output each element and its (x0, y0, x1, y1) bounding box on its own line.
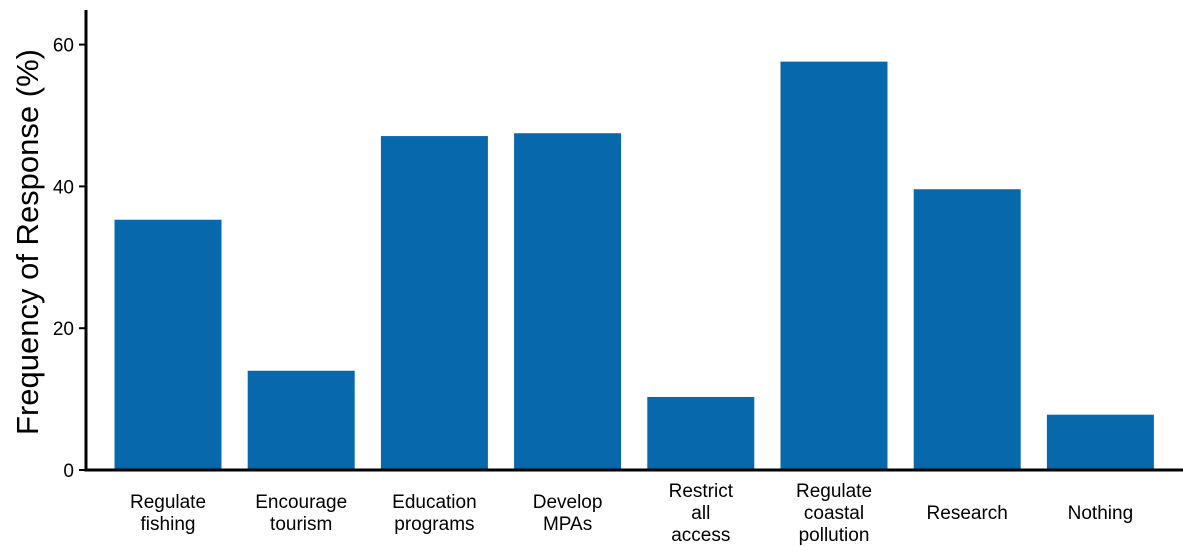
category-label: Restrict all access (669, 481, 734, 546)
category-label-line: Restrict (669, 481, 734, 502)
category-label: Regulate coastal pollution (796, 481, 872, 546)
category-label-line: Education (392, 492, 477, 513)
bar (380, 136, 488, 470)
category-label: Nothing (1068, 503, 1134, 524)
category-label-line: Develop (533, 492, 603, 513)
category-label-line: Encourage (255, 492, 347, 513)
category-label-line: coastal (804, 503, 864, 524)
y-axis-ticks: 0 20 40 60 (53, 36, 86, 482)
category-label-line: MPAs (543, 514, 592, 535)
category-label: Education programs (392, 492, 477, 535)
bar (247, 370, 355, 470)
bar (647, 396, 755, 470)
y-tick-label: 40 (53, 177, 74, 198)
bar (780, 61, 888, 471)
bar (114, 219, 222, 470)
category-label-line: Regulate (130, 492, 206, 513)
category-label-line: fishing (141, 514, 196, 535)
y-axis-title: Frequency of Response (%) (10, 49, 45, 435)
category-label-line: Regulate (796, 481, 872, 502)
category-label-line: access (671, 525, 730, 546)
category-label-line: tourism (270, 514, 332, 535)
category-label-line: all (691, 503, 710, 524)
category-label-line: programs (394, 514, 474, 535)
category-label-line: pollution (799, 525, 870, 546)
bars-group (114, 61, 1154, 471)
bar (514, 133, 622, 470)
category-label: Encourage tourism (255, 492, 347, 535)
y-tick-label: 0 (63, 461, 74, 482)
category-label: Regulate fishing (130, 492, 206, 535)
category-label: Research (927, 503, 1008, 524)
y-tick-label: 20 (53, 319, 74, 340)
y-tick-label: 60 (53, 36, 74, 57)
bar (1046, 414, 1154, 470)
category-label: Develop MPAs (533, 492, 603, 535)
bar (913, 189, 1021, 470)
category-label-line: Research (927, 503, 1008, 524)
category-label-line: Nothing (1068, 503, 1134, 524)
